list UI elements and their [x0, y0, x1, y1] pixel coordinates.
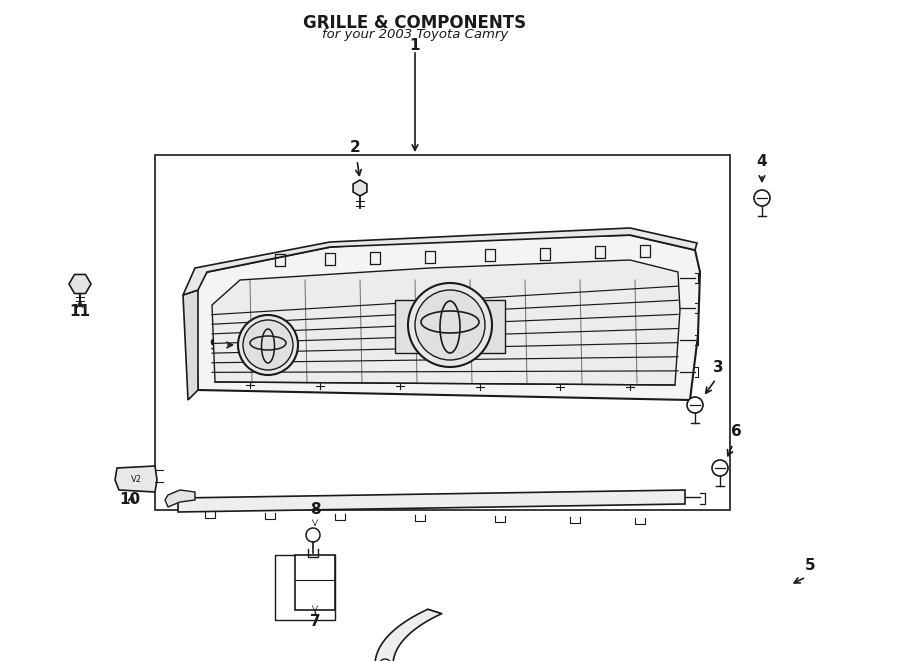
Polygon shape [395, 300, 505, 353]
Text: 9: 9 [210, 338, 220, 354]
Circle shape [712, 460, 728, 476]
Bar [155, 155, 730, 510]
Text: 1: 1 [410, 38, 420, 53]
Text: 10: 10 [120, 492, 140, 508]
Text: 6: 6 [731, 424, 742, 440]
Polygon shape [183, 228, 697, 295]
Polygon shape [183, 290, 198, 400]
Polygon shape [178, 490, 685, 512]
Circle shape [379, 659, 391, 661]
Text: 8: 8 [310, 502, 320, 518]
Polygon shape [212, 260, 680, 385]
Circle shape [408, 283, 492, 367]
Bar [295, 555, 335, 610]
Circle shape [243, 320, 293, 370]
Polygon shape [115, 466, 157, 492]
Text: 2: 2 [349, 141, 360, 155]
Text: 3: 3 [713, 360, 724, 375]
Text: 5: 5 [805, 557, 815, 572]
Text: V2: V2 [130, 475, 141, 483]
Polygon shape [165, 490, 195, 507]
Polygon shape [353, 180, 367, 196]
Text: 4: 4 [757, 155, 768, 169]
Polygon shape [69, 274, 91, 293]
Circle shape [687, 397, 703, 413]
Polygon shape [193, 235, 700, 400]
Text: 7: 7 [310, 615, 320, 629]
Polygon shape [375, 609, 442, 661]
Text: for your 2003 Toyota Camry: for your 2003 Toyota Camry [322, 28, 508, 41]
Text: 11: 11 [69, 305, 91, 319]
Text: GRILLE & COMPONENTS: GRILLE & COMPONENTS [303, 14, 526, 32]
Circle shape [415, 290, 485, 360]
Circle shape [238, 315, 298, 375]
Circle shape [754, 190, 770, 206]
